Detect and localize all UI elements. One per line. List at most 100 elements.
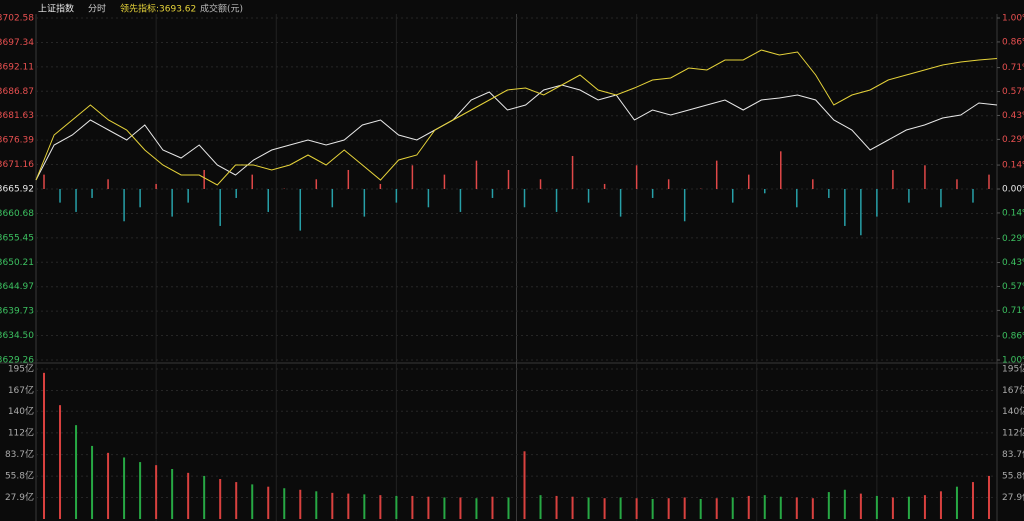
diff-bar xyxy=(475,160,478,189)
volume-bar xyxy=(907,496,910,519)
diff-bar xyxy=(635,165,638,189)
volume-bar xyxy=(459,497,462,519)
y-tick-label: 55.8亿 xyxy=(5,470,34,482)
volume-bar xyxy=(539,495,542,519)
diff-bar xyxy=(651,189,654,198)
diff-bar xyxy=(731,189,734,203)
diff-bar xyxy=(299,189,302,231)
diff-bar xyxy=(908,189,910,203)
diff-bar xyxy=(347,169,350,189)
diff-bar xyxy=(315,179,318,189)
diff-bar xyxy=(203,169,205,189)
diff-bar xyxy=(171,189,173,217)
diff-bar xyxy=(715,160,718,189)
y-tick-label: 3629.26 xyxy=(0,356,34,366)
y-tick-label: 27.9亿 xyxy=(5,491,34,503)
volume-bar xyxy=(251,484,254,519)
y-tick-label: 3665.92 xyxy=(0,185,34,195)
diff-bar xyxy=(379,183,382,189)
volume-bar xyxy=(667,498,670,519)
y-tick-label: 3660.68 xyxy=(0,209,34,219)
y-tick-label: 3676.39 xyxy=(0,136,34,146)
volume-bar xyxy=(971,482,974,519)
volume-bar xyxy=(763,495,766,519)
y2-tick-label: 0.86% xyxy=(1002,37,1024,47)
index-name: 上证指数 xyxy=(38,3,74,15)
volume-bar xyxy=(747,495,750,519)
y2-tick-label: 0.43% xyxy=(1002,258,1024,268)
volume-bar xyxy=(507,497,510,519)
volume-bar xyxy=(91,445,94,519)
volume-bar xyxy=(347,493,350,519)
y-tick-label: 3671.16 xyxy=(0,160,34,170)
diff-bar xyxy=(139,189,141,208)
y-tick-label: 112亿 xyxy=(8,426,34,438)
diff-bar xyxy=(523,189,526,208)
y-tick-label: 3702.58 xyxy=(0,14,34,24)
y-tick-label-right: 167亿 xyxy=(1002,384,1024,396)
volume-bar xyxy=(571,496,574,519)
volume-bar xyxy=(395,495,398,519)
diff-bar xyxy=(539,179,542,189)
y2-tick-label: 0.57% xyxy=(1002,282,1024,292)
diff-bar xyxy=(43,174,45,189)
y-tick-label: 167亿 xyxy=(8,384,34,396)
volume-bar xyxy=(315,491,318,519)
volume-bar xyxy=(267,486,270,519)
volume-bar xyxy=(235,482,238,519)
volume-bar xyxy=(795,497,798,519)
diff-bar xyxy=(395,189,398,203)
volume-bar xyxy=(43,372,46,519)
y-tick-label-right: 83.7亿 xyxy=(1002,448,1024,460)
volume-bar xyxy=(603,498,606,519)
y-tick-label-right: 140亿 xyxy=(1002,405,1024,417)
y2-tick-label: 0.71% xyxy=(1002,306,1024,316)
y2-tick-label: 0.71% xyxy=(1002,63,1024,73)
volume-bar xyxy=(987,475,990,519)
volume-bar xyxy=(219,479,222,519)
y-tick-label: 140亿 xyxy=(8,405,34,417)
diff-bar xyxy=(812,179,814,189)
y2-tick-label: 0.86% xyxy=(1002,332,1024,342)
indicator-label: 领先指标:3693.62 xyxy=(120,3,196,15)
diff-bar xyxy=(972,189,974,203)
y-tick-label: 3692.11 xyxy=(0,62,34,72)
diff-bar xyxy=(235,189,237,198)
volume-bar xyxy=(427,496,430,519)
diff-bar xyxy=(59,189,61,203)
diff-bar xyxy=(683,189,686,222)
y-tick-label-right: 195亿 xyxy=(1002,363,1024,375)
diff-bar xyxy=(267,189,269,212)
y2-tick-label: 1.00% xyxy=(1002,356,1024,366)
diff-bar xyxy=(219,189,221,226)
volume-bar xyxy=(491,496,494,519)
diff-bar xyxy=(988,174,990,189)
volume-bar xyxy=(299,489,302,519)
volume-bar xyxy=(555,495,558,519)
volume-bar xyxy=(75,425,78,519)
diff-bar xyxy=(363,189,366,217)
diff-bar xyxy=(571,155,574,189)
volume-bar xyxy=(363,494,366,519)
volume-bar xyxy=(699,499,702,519)
diff-bar xyxy=(924,165,926,189)
volume-bar xyxy=(683,497,686,519)
volume-bar xyxy=(811,498,814,519)
diff-bar xyxy=(667,179,670,189)
y-tick-label: 3639.73 xyxy=(0,307,34,317)
y-tick-label-right: 27.9亿 xyxy=(1002,491,1024,503)
volume-bar xyxy=(955,486,958,519)
volume-bar xyxy=(155,465,158,519)
diff-bar xyxy=(764,189,766,194)
volume-bar xyxy=(107,452,110,519)
volume-bar xyxy=(443,497,446,519)
diff-bar xyxy=(411,165,414,189)
y2-tick-label: 1.00% xyxy=(1002,14,1024,24)
diff-bar xyxy=(251,174,253,189)
volume-bar xyxy=(939,491,942,519)
volume-bar xyxy=(731,497,734,519)
volume-bar xyxy=(635,498,638,519)
y-tick-label-right: 112亿 xyxy=(1002,426,1024,438)
volume-bar xyxy=(59,405,62,519)
